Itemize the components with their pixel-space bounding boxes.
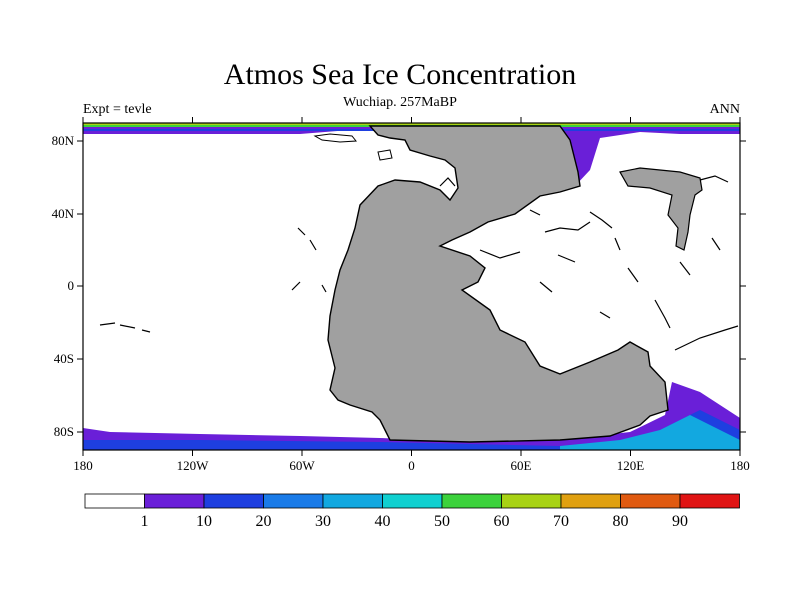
colorbar — [84, 493, 740, 509]
x-tick-label: 0 — [408, 458, 415, 473]
x-tick-label: 180 — [730, 458, 750, 473]
y-tick-label: 40N — [52, 206, 75, 221]
pangaea-landmass — [327, 125, 669, 443]
north-island-2 — [377, 149, 393, 161]
season-label: ANN — [709, 102, 740, 117]
x-tick-label: 120E — [617, 458, 645, 473]
x-tick-label: 180 — [73, 458, 93, 473]
colorbar-swatch — [441, 493, 502, 509]
x-tick-label: 60W — [289, 458, 315, 473]
colorbar-label: 40 — [375, 513, 391, 530]
experiment-label: Expt = tevle — [83, 102, 152, 117]
y-tick-label: 80N — [52, 133, 75, 148]
colorbar-label: 50 — [434, 513, 450, 530]
colorbar-swatch — [382, 493, 443, 509]
y-axis-ticks — [77, 140, 746, 433]
x-tick-label: 60E — [511, 458, 532, 473]
colorbar-swatch — [620, 493, 681, 509]
x-tick-label: 120W — [177, 458, 210, 473]
colorbar-swatch — [144, 493, 205, 509]
colorbar-label: 90 — [672, 513, 688, 530]
colorbar-label: 20 — [256, 513, 272, 530]
island-outlines — [99, 175, 739, 351]
chart-subtitle: Wuchiap. 257MaBP — [343, 95, 457, 110]
colorbar-label: 30 — [315, 513, 331, 530]
north-pole-ice-band-top — [83, 123, 740, 125]
colorbar-label: 80 — [613, 513, 629, 530]
colorbar-swatch — [560, 493, 621, 509]
north-island-1 — [313, 133, 357, 143]
colorbar-swatch — [263, 493, 324, 509]
cathaysia-island — [619, 167, 703, 251]
antarctic-ice-high — [560, 415, 740, 450]
colorbar-swatch — [322, 493, 383, 509]
colorbar-labels: 1 10 20 30 40 50 60 70 80 90 — [141, 513, 689, 530]
y-tick-label: 0 — [68, 278, 75, 293]
colorbar-swatch — [679, 493, 740, 509]
colorbar-label: 60 — [494, 513, 510, 530]
chart-title: Atmos Sea Ice Concentration — [223, 58, 577, 91]
colorbar-label: 10 — [196, 513, 212, 530]
y-tick-label: 40S — [54, 351, 74, 366]
colorbar-label: 1 — [141, 513, 149, 530]
map-area — [83, 123, 740, 450]
x-axis-ticks — [82, 117, 741, 456]
colorbar-swatch — [84, 493, 145, 509]
y-tick-label: 80S — [54, 424, 74, 439]
colorbar-label: 70 — [553, 513, 569, 530]
colorbar-swatch — [501, 493, 562, 509]
colorbar-swatch — [203, 493, 264, 509]
